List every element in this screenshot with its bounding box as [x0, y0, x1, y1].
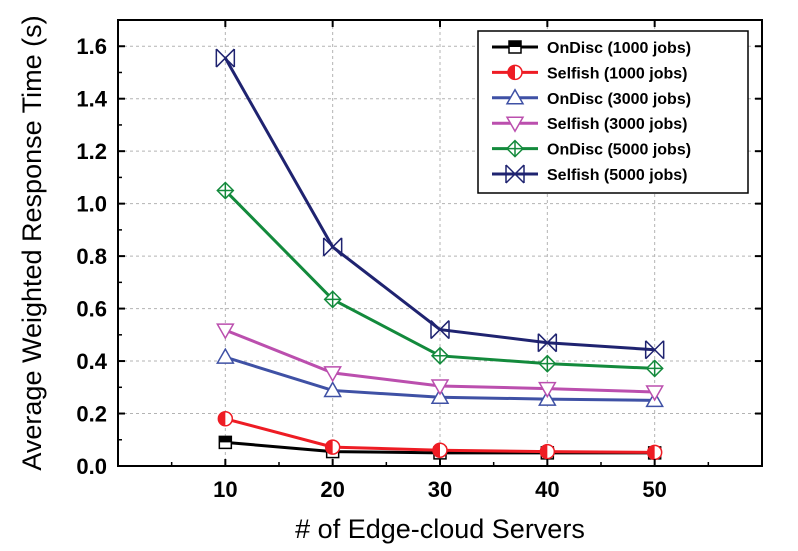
y-axis-title: Average Weighted Response Time (s)	[17, 15, 47, 470]
series-5	[215, 48, 665, 360]
x-tick-label: 10	[213, 477, 237, 502]
legend-item: OnDisc (3000 jobs)	[492, 88, 691, 108]
x-axis-title: # of Edge-cloud Servers	[295, 514, 585, 544]
data-point	[215, 48, 236, 68]
data-point-fill	[219, 436, 232, 443]
data-point-cross	[217, 182, 234, 199]
y-tick-label: 1.0	[76, 192, 107, 217]
x-tick-label: 30	[428, 477, 452, 502]
y-tick-label: 0.0	[76, 454, 107, 479]
legend: OnDisc (1000 jobs) Selfish (1000 jobs) OnD…	[477, 30, 749, 194]
data-point	[538, 381, 557, 399]
y-tick-label: 0.4	[76, 349, 107, 374]
legend-item: OnDisc (5000 jobs)	[492, 139, 691, 159]
y-tick-label: 0.2	[76, 402, 107, 427]
data-point	[537, 333, 558, 353]
data-point-cross	[324, 291, 341, 308]
legend-item: OnDisc (1000 jobs)	[492, 40, 691, 57]
y-tick-label: 0.8	[76, 244, 107, 269]
legend-marker-fill	[509, 41, 521, 47]
data-point-fill	[433, 443, 440, 458]
y-tick-label: 1.2	[76, 139, 107, 164]
y-tick-label: 0.6	[76, 297, 107, 322]
data-point	[430, 387, 450, 405]
data-point	[216, 323, 235, 340]
legend-marker-cross	[507, 140, 523, 157]
data-point	[644, 340, 665, 360]
legend-marker-fill	[508, 65, 515, 80]
legend-marker	[505, 88, 525, 105]
legend-label: Selfish (3000 jobs)	[547, 116, 688, 133]
x-tick-label: 20	[320, 477, 344, 502]
data-point-fill	[218, 411, 226, 426]
data-point	[430, 379, 450, 396]
legend-label: OnDisc (3000 jobs)	[547, 91, 691, 108]
legend-label: OnDisc (1000 jobs)	[547, 40, 691, 57]
legend-item: Selfish (1000 jobs)	[492, 64, 688, 82]
series-4	[216, 181, 664, 378]
legend-marker	[505, 164, 525, 184]
data-point-fill	[325, 440, 333, 455]
series-2	[216, 347, 664, 408]
data-point-fill	[647, 445, 655, 460]
legend-label: Selfish (5000 jobs)	[547, 167, 688, 184]
data-point	[323, 366, 342, 383]
data-point-fill	[540, 444, 548, 459]
axis-ticks: 10 20 30 40 50 0.0 0.2 0.4 0.6 0.8 1.0 1.2 1.4 1.6	[76, 19, 762, 502]
data-point-cross	[646, 360, 663, 377]
data-point	[645, 385, 664, 402]
data-point-cross	[539, 355, 556, 372]
legend-label: Selfish (1000 jobs)	[547, 65, 688, 82]
series-1	[217, 411, 663, 461]
data-point	[322, 237, 343, 257]
x-tick-label: 40	[535, 477, 559, 502]
data-point	[216, 347, 235, 364]
series-lines	[215, 48, 665, 461]
series-3	[216, 323, 664, 402]
y-tick-label: 1.6	[76, 34, 107, 59]
x-tick-label: 50	[642, 477, 666, 502]
legend-label: OnDisc (5000 jobs)	[547, 142, 691, 159]
legend-marker	[505, 116, 525, 133]
y-tick-label: 1.4	[76, 87, 107, 112]
data-point	[430, 320, 450, 340]
legend-item: Selfish (3000 jobs)	[492, 116, 688, 133]
data-point-cross	[432, 347, 448, 364]
data-point	[323, 380, 342, 398]
legend-item: Selfish (5000 jobs)	[492, 164, 688, 184]
